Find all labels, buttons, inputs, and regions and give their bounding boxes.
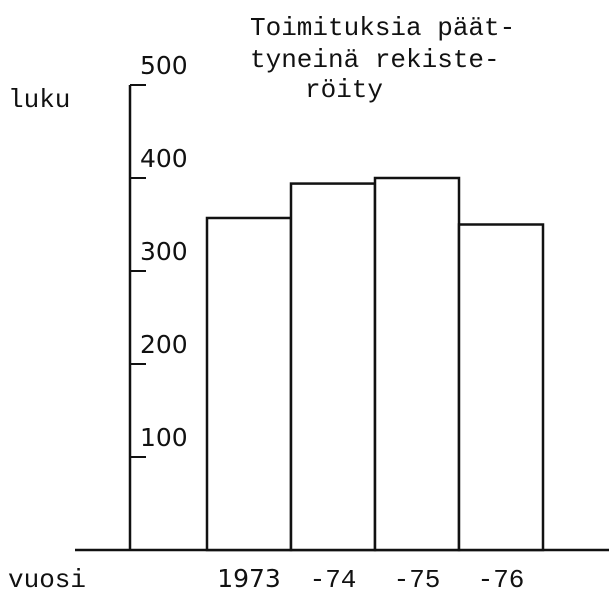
x-axis-label: vuosi <box>8 565 86 595</box>
x-tick-label: 1973 <box>217 564 281 593</box>
bar <box>457 223 545 552</box>
y-tick-label: 500 <box>140 51 188 80</box>
x-tick-label: -75 <box>394 565 441 595</box>
x-tick-label: -76 <box>478 565 525 595</box>
bar <box>373 176 461 552</box>
y-tick-label: 400 <box>140 144 188 173</box>
y-axis-label: luku <box>8 85 70 115</box>
x-tick-label: -74 <box>310 565 357 595</box>
chart-title: röity <box>305 75 383 105</box>
bar <box>289 182 377 552</box>
y-tick-label: 300 <box>140 237 188 266</box>
y-tick-label: 100 <box>140 423 188 452</box>
bar <box>205 216 293 552</box>
chart-title: tyneinä rekiste- <box>250 45 500 75</box>
y-tick-label: 200 <box>140 330 188 359</box>
chart-title: Toimituksia päät- <box>250 13 515 43</box>
